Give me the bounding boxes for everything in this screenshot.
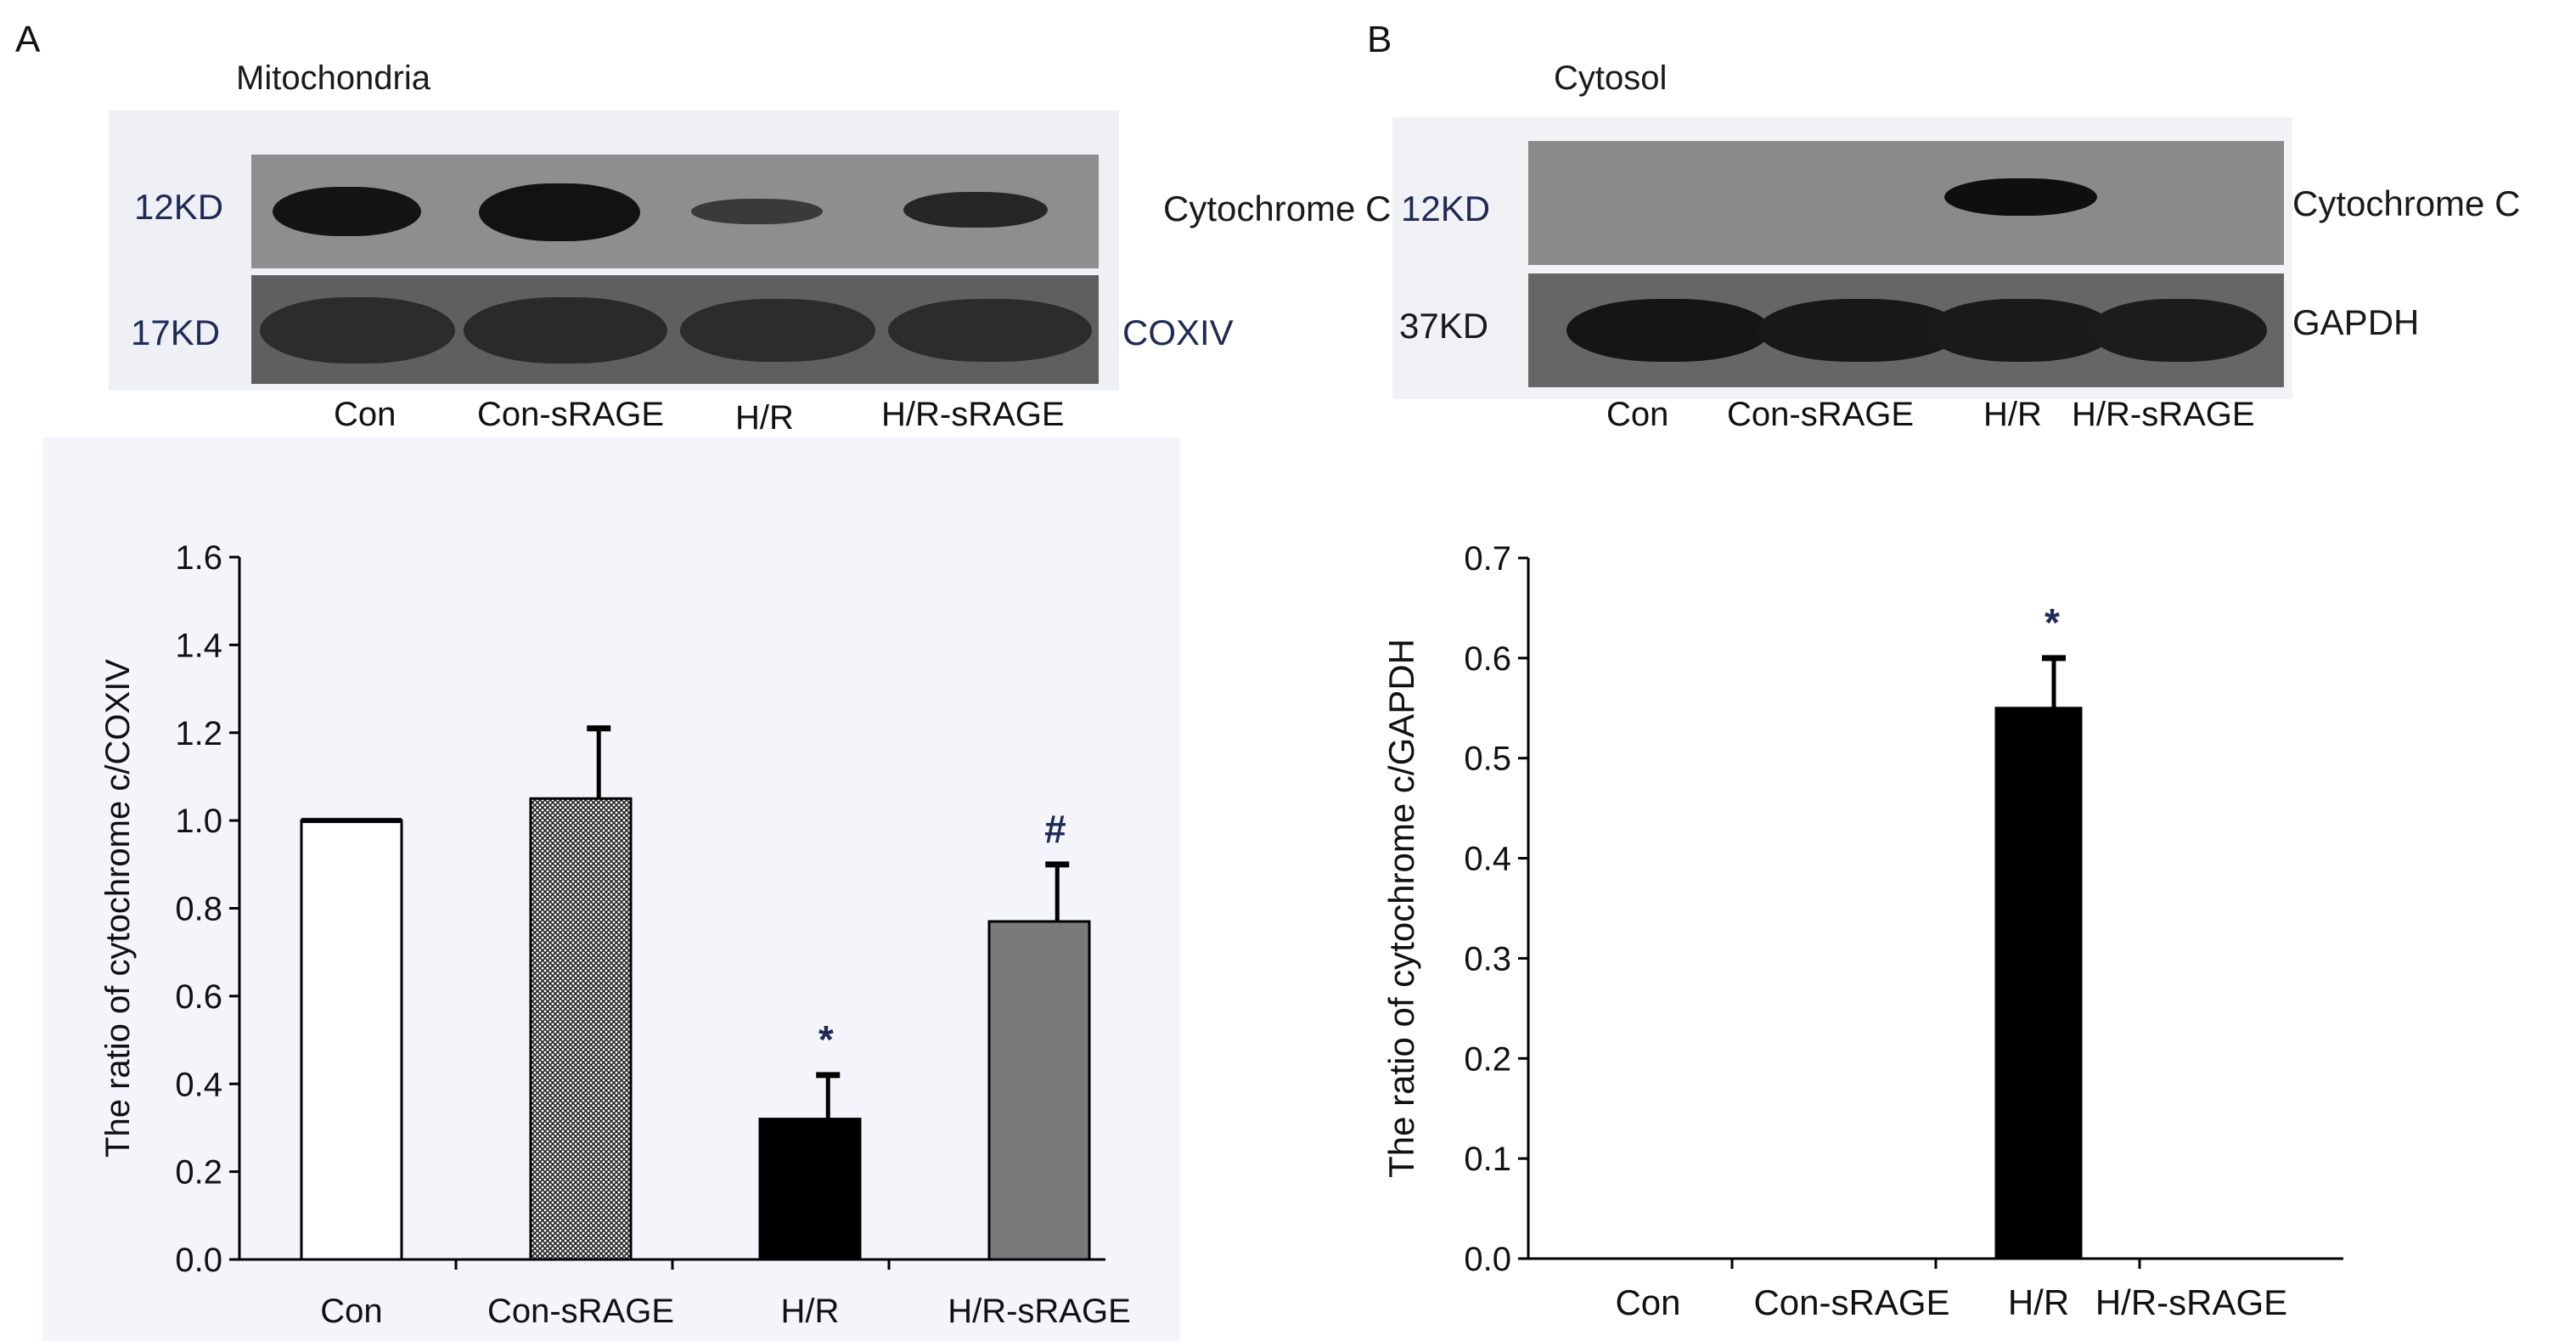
band	[464, 297, 667, 363]
blot-b-protein-row2: GAPDH	[2292, 302, 2420, 342]
blot-a-lane-label: Con-sRAGE	[477, 396, 665, 433]
chart-a: 0.0 0.2 0.4 0.6 0.8 1.0 1.2 1.4 1.6 Con Con-sRAGE *…	[99, 539, 1131, 1330]
blot-a-lane-label: H/R	[735, 399, 794, 437]
y-tick-label: 1.4	[175, 627, 222, 664]
y-tick-label: 0.0	[175, 1242, 222, 1279]
y-tick-label: 0.0	[1464, 1241, 1511, 1278]
y-tick-label: 0.6	[1464, 640, 1511, 678]
x-category-label: Con	[320, 1293, 382, 1330]
y-tick-label: 1.0	[175, 803, 222, 840]
band	[260, 297, 455, 363]
y-tick-label: 1.6	[175, 539, 222, 577]
y-tick-label: 0.8	[175, 891, 222, 928]
band	[1566, 299, 1770, 362]
band	[1927, 299, 2114, 362]
y-tick-label: 1.2	[175, 715, 222, 752]
blot-b-lane-label: Con	[1606, 396, 1669, 433]
blot-a-kd-row1: 12KD	[134, 187, 224, 227]
blot-b-lane-label: H/R-sRAGE	[2072, 396, 2255, 433]
blot-a-lane-label: Con	[334, 396, 397, 433]
significance-marker: #	[1044, 807, 1066, 851]
x-category-label: Con	[1615, 1282, 1680, 1322]
band	[680, 299, 875, 362]
y-tick-label: 0.4	[175, 1066, 222, 1103]
band	[903, 192, 1048, 228]
bar	[1994, 707, 2083, 1260]
significance-marker: *	[818, 1017, 834, 1062]
blot-b-kd-row2: 37KD	[1399, 306, 1489, 346]
blot-b-strip-cytochrome	[1528, 141, 2284, 265]
y-tick-label: 0.7	[1464, 540, 1511, 578]
x-category-label: H/R	[2008, 1282, 2069, 1322]
y-axis-label: The ratio of cytochrome c/GAPDH	[1381, 639, 1421, 1178]
x-category-label: H/R	[781, 1293, 840, 1330]
y-axis-label: The ratio of cytochrome c/COXIV	[99, 659, 137, 1158]
x-category-label: Con-sRAGE	[487, 1293, 674, 1330]
y-tick-label: 0.5	[1464, 741, 1511, 778]
band	[273, 187, 421, 236]
y-tick-label: 0.4	[1464, 841, 1511, 878]
blot-a-strip-coxiv	[251, 275, 1099, 384]
y-tick-label: 0.3	[1464, 940, 1511, 978]
band	[691, 199, 823, 224]
blot-a-protein-row1: Cytochrome C	[1163, 189, 1392, 228]
blot-b-kd-row1: 12KD	[1401, 189, 1491, 228]
significance-marker: *	[2044, 600, 2060, 645]
blot-b-strip-gapdh	[1528, 273, 2284, 387]
x-category-label: H/R-sRAGE	[948, 1293, 1131, 1330]
band	[1944, 178, 2097, 216]
bar	[758, 1118, 862, 1261]
blot-b-lane-label: H/R	[1983, 396, 2042, 433]
chart-b: 0.0 0.1 0.2 0.3 0.4 0.5 0.6 0.7 Con Con-sRAGE * H/R…	[1381, 540, 2343, 1322]
x-category-label: H/R-sRAGE	[2095, 1282, 2287, 1322]
panel-b-letter: B	[1367, 19, 1392, 60]
bar	[987, 920, 1091, 1261]
bar	[529, 797, 633, 1261]
blot-a-kd-row2: 17KD	[131, 313, 221, 352]
band	[2089, 299, 2267, 362]
blot-b-title: Cytosol	[1554, 59, 1668, 97]
blot-a-lane-label: H/R-sRAGE	[881, 396, 1065, 433]
y-tick-label: 0.2	[175, 1154, 222, 1192]
blot-a-title: Mitochondria	[236, 59, 431, 97]
panel-a-letter: A	[15, 19, 41, 60]
blot-a-strip-cytochrome	[251, 155, 1099, 268]
band	[479, 183, 640, 241]
blot-b-protein-row1: Cytochrome C	[2292, 183, 2521, 223]
band	[888, 299, 1092, 362]
y-tick-label: 0.2	[1464, 1040, 1511, 1078]
y-tick-label: 0.1	[1464, 1141, 1511, 1178]
blot-b-lane-label: Con-sRAGE	[1727, 396, 1915, 433]
blot-a-protein-row2: COXIV	[1122, 313, 1234, 352]
bar	[300, 819, 403, 1261]
y-tick-label: 0.6	[175, 978, 222, 1016]
x-category-label: Con-sRAGE	[1753, 1282, 1949, 1322]
